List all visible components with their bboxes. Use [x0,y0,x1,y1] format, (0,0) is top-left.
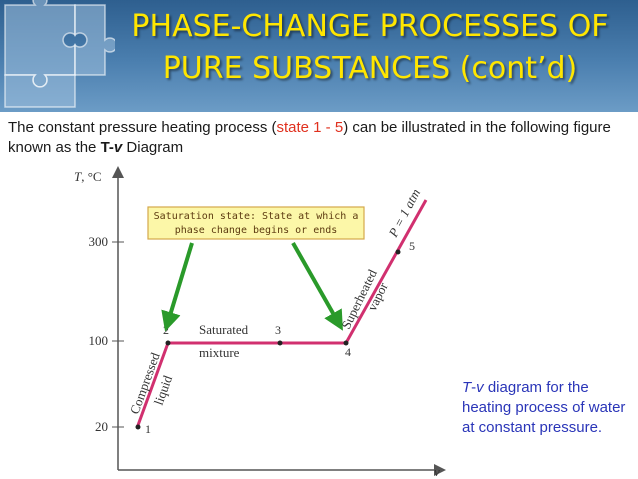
x-axis-label: v [434,464,440,479]
callout-line-1: Saturation state: State at which a [154,211,359,222]
process-line [135,199,428,429]
state-point-4 [343,340,349,346]
state-point-1 [135,424,141,430]
intro-paragraph: The constant pressure heating process (s… [8,118,630,158]
intro-diagram-t: T [100,139,109,156]
intro-diagram-v: v [113,139,123,156]
tick-label-100: 100 [89,333,109,348]
figure-caption: T-v diagram for the heating process of w… [462,378,632,438]
state-label-3: 3 [275,323,281,337]
state-label-2: 2 [163,323,169,337]
intro-text-3: Diagram [122,139,184,156]
state-point-3 [277,340,283,346]
title-banner: PHASE-CHANGE PROCESSES OF PURE SUBSTANCE… [0,0,638,112]
y-axis-label: T, °C [74,169,102,184]
state-range: state 1 - 5 [276,119,344,136]
intro-text-1: The constant pressure heating process ( [8,119,277,136]
tick-label-20: 20 [95,419,108,434]
saturated-label: Saturated [199,322,249,337]
title-line-2: PURE SUBSTANCES (cont’d) [162,51,578,86]
title-line-1: PHASE-CHANGE PROCESSES OF [131,9,609,44]
callout-arrow-left [161,242,194,332]
intro-diagram-dash: - [108,139,114,156]
state-label-4: 4 [345,345,351,359]
intro-text-2: ) can be illustrated in the following fi… [8,119,611,156]
caption-dash: - [471,379,477,396]
state-label-5: 5 [409,239,415,253]
caption-t: T [462,379,472,396]
state-point-2 [165,340,171,346]
page-title: PHASE-CHANGE PROCESSES OF PURE SUBSTANCE… [110,6,630,90]
callout-arrow-right [291,242,343,331]
callout-box [147,206,365,240]
caption-text: diagram for the heating process of water… [462,379,626,436]
tick-label-300: 300 [89,234,109,249]
caption-v: v [476,379,484,396]
mixture-label: mixture [199,345,240,360]
puzzle-decoration [4,0,115,108]
state-point-5 [395,249,401,255]
state-label-1: 1 [145,422,151,436]
callout-line-2: phase change begins or ends [175,225,338,236]
